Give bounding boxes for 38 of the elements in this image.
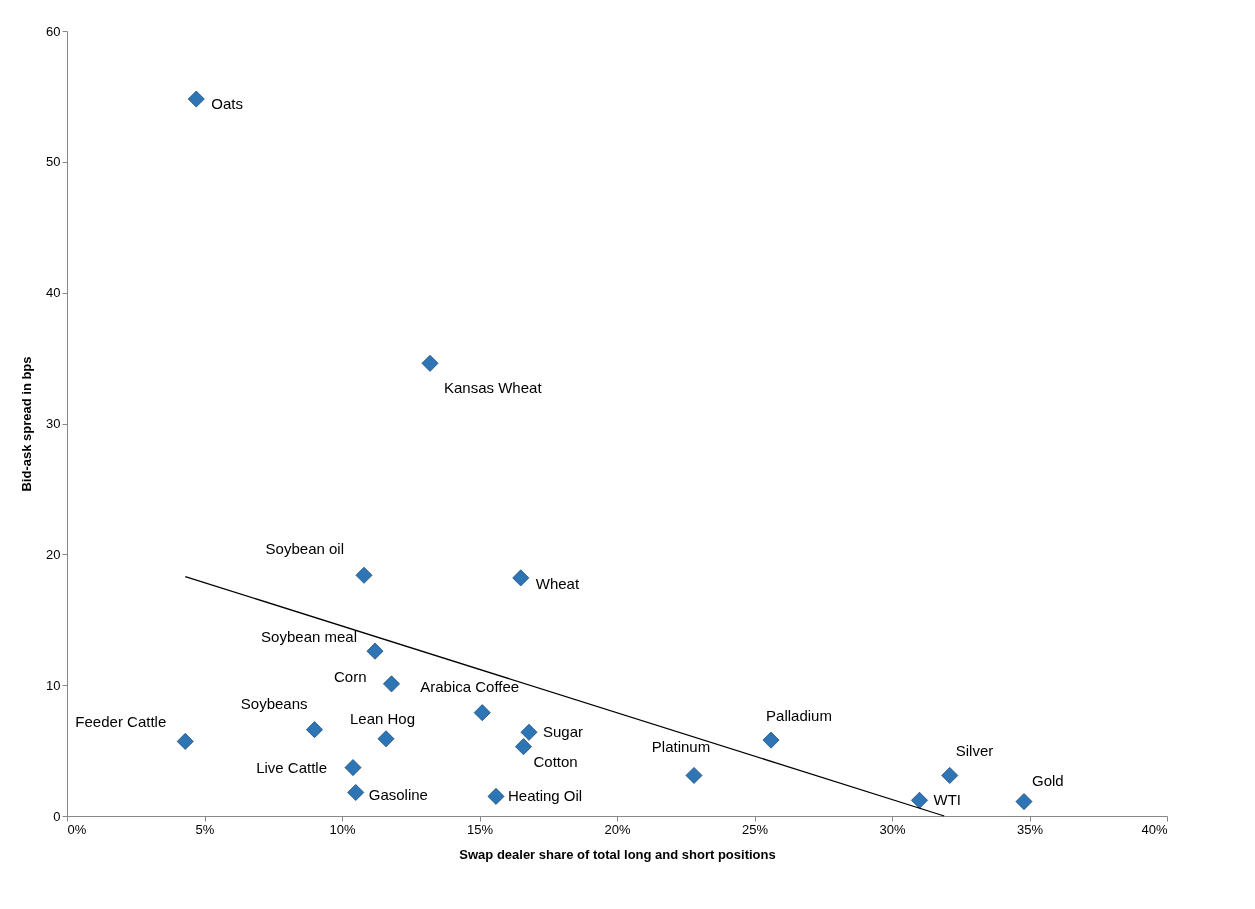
annotation: Silver: [955, 742, 994, 760]
y-tick-label: 10: [46, 677, 61, 693]
annotation: Soybean oil: [265, 540, 344, 558]
annotation: WTI: [933, 791, 961, 809]
annotation: Feeder Cattle: [75, 713, 167, 731]
annotation: Arabica Coffee: [420, 677, 520, 695]
annotation: Oats: [211, 95, 243, 113]
x-tick-label: 25%: [741, 821, 769, 837]
annotation: Soybeans: [240, 694, 308, 712]
y-tick-label: 50: [46, 154, 61, 170]
x-tick-label: 35%: [1016, 821, 1044, 837]
annotation: Cotton: [533, 752, 578, 770]
y-tick-label: 0: [53, 808, 61, 824]
y-tick-label: 60: [46, 23, 61, 39]
annotation: Platinum: [651, 738, 711, 756]
annotation: Gold: [1032, 771, 1064, 789]
annotation: Corn: [333, 667, 367, 685]
x-tick-label: 30%: [879, 821, 906, 837]
y-axis-title: Bid-ask spread in bps: [19, 356, 35, 492]
annotation: Live Cattle: [256, 758, 327, 776]
x-tick-label: 20%: [604, 821, 631, 837]
x-tick-label: 15%: [466, 821, 494, 837]
annotation: Lean Hog: [350, 709, 416, 727]
annotation: Wheat: [535, 574, 580, 592]
x-axis-title: Swap dealer share of total long and short positions: [459, 846, 776, 862]
x-tick-label: 10%: [329, 821, 356, 837]
x-tick-label: 0%: [67, 821, 87, 837]
x-tick-label: 40%: [1141, 821, 1168, 837]
y-tick-label: 30: [46, 416, 61, 431]
y-tick-label: 20: [46, 546, 61, 562]
annotation: Gasoline: [368, 786, 428, 804]
y-tick-label: 40: [46, 285, 61, 301]
x-tick-label: 5%: [195, 821, 215, 837]
annotation: Soybean meal: [261, 628, 357, 646]
annotation: Sugar: [543, 723, 584, 741]
annotation: Kansas Wheat: [444, 379, 543, 397]
annotation: Heating Oil: [508, 787, 583, 805]
annotation: Palladium: [766, 707, 832, 725]
